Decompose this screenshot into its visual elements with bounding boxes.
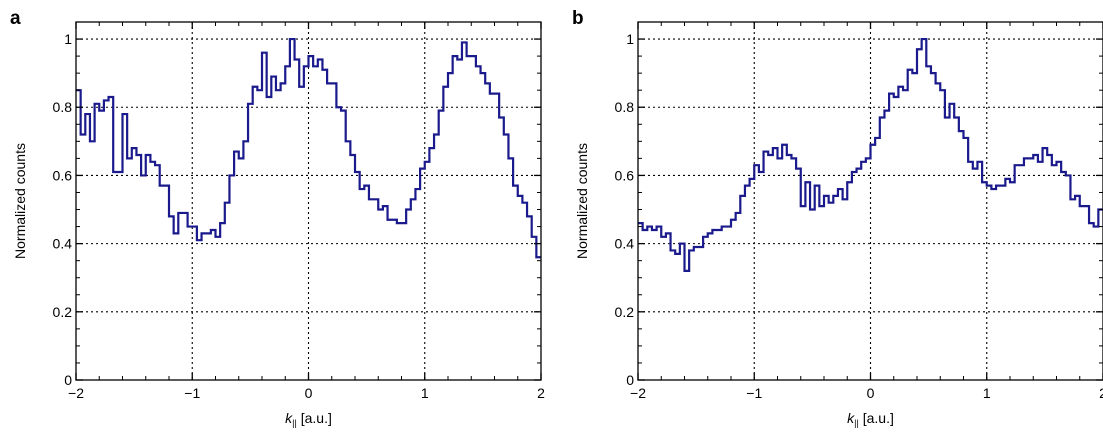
- x-tick-label: −2: [68, 385, 84, 401]
- panel-a: −2 −1 0 1 2 0 0.2 0.4 0.6 0.8 1 k|| [a.u.] Normalize…: [10, 8, 545, 428]
- y-tick-label: 0.4: [53, 236, 73, 252]
- y-tick-label: 0.8: [53, 99, 73, 115]
- x-tick-label: 2: [1099, 385, 1103, 401]
- y-tick-label: 0: [626, 372, 634, 388]
- x-tick-label: −2: [630, 385, 646, 401]
- axes-frame: [637, 21, 1103, 381]
- y-tick-label: 0.2: [53, 304, 73, 320]
- y-tick-label: 0.6: [53, 167, 73, 183]
- x-tick-label: 0: [867, 385, 875, 401]
- y-tick-label: 0.2: [615, 304, 635, 320]
- panel-letter: b: [572, 8, 584, 29]
- y-tick-label: 0.4: [615, 236, 635, 252]
- y-tick-label: 0.8: [615, 99, 635, 115]
- y-tick-label: 0.6: [615, 167, 635, 183]
- x-tick-label: −1: [746, 385, 762, 401]
- y-tick-label: 1: [626, 31, 634, 47]
- y-axis-label: Normalized counts: [12, 143, 28, 259]
- y-tick-label: 1: [64, 31, 72, 47]
- panel-letter: a: [10, 8, 21, 29]
- x-tick-label: −1: [184, 385, 200, 401]
- x-tick-label: 0: [305, 385, 313, 401]
- data-series-line: [76, 37, 541, 259]
- x-axis-label: k|| [a.u.]: [285, 410, 332, 428]
- x-tick-label: 2: [537, 385, 545, 401]
- axes-frame: [75, 21, 542, 381]
- x-tick-label: 1: [983, 385, 991, 401]
- panel-b: −2 −1 0 1 2 0 0.2 0.4 0.6 0.8 1 k|| [a.u.] Normalize…: [572, 8, 1103, 428]
- x-tick-label: 1: [421, 385, 429, 401]
- x-axis-label: k|| [a.u.]: [847, 410, 894, 428]
- y-tick-label: 0: [64, 372, 72, 388]
- y-axis-label: Normalized counts: [574, 143, 590, 259]
- data-series-line: [638, 37, 1103, 272]
